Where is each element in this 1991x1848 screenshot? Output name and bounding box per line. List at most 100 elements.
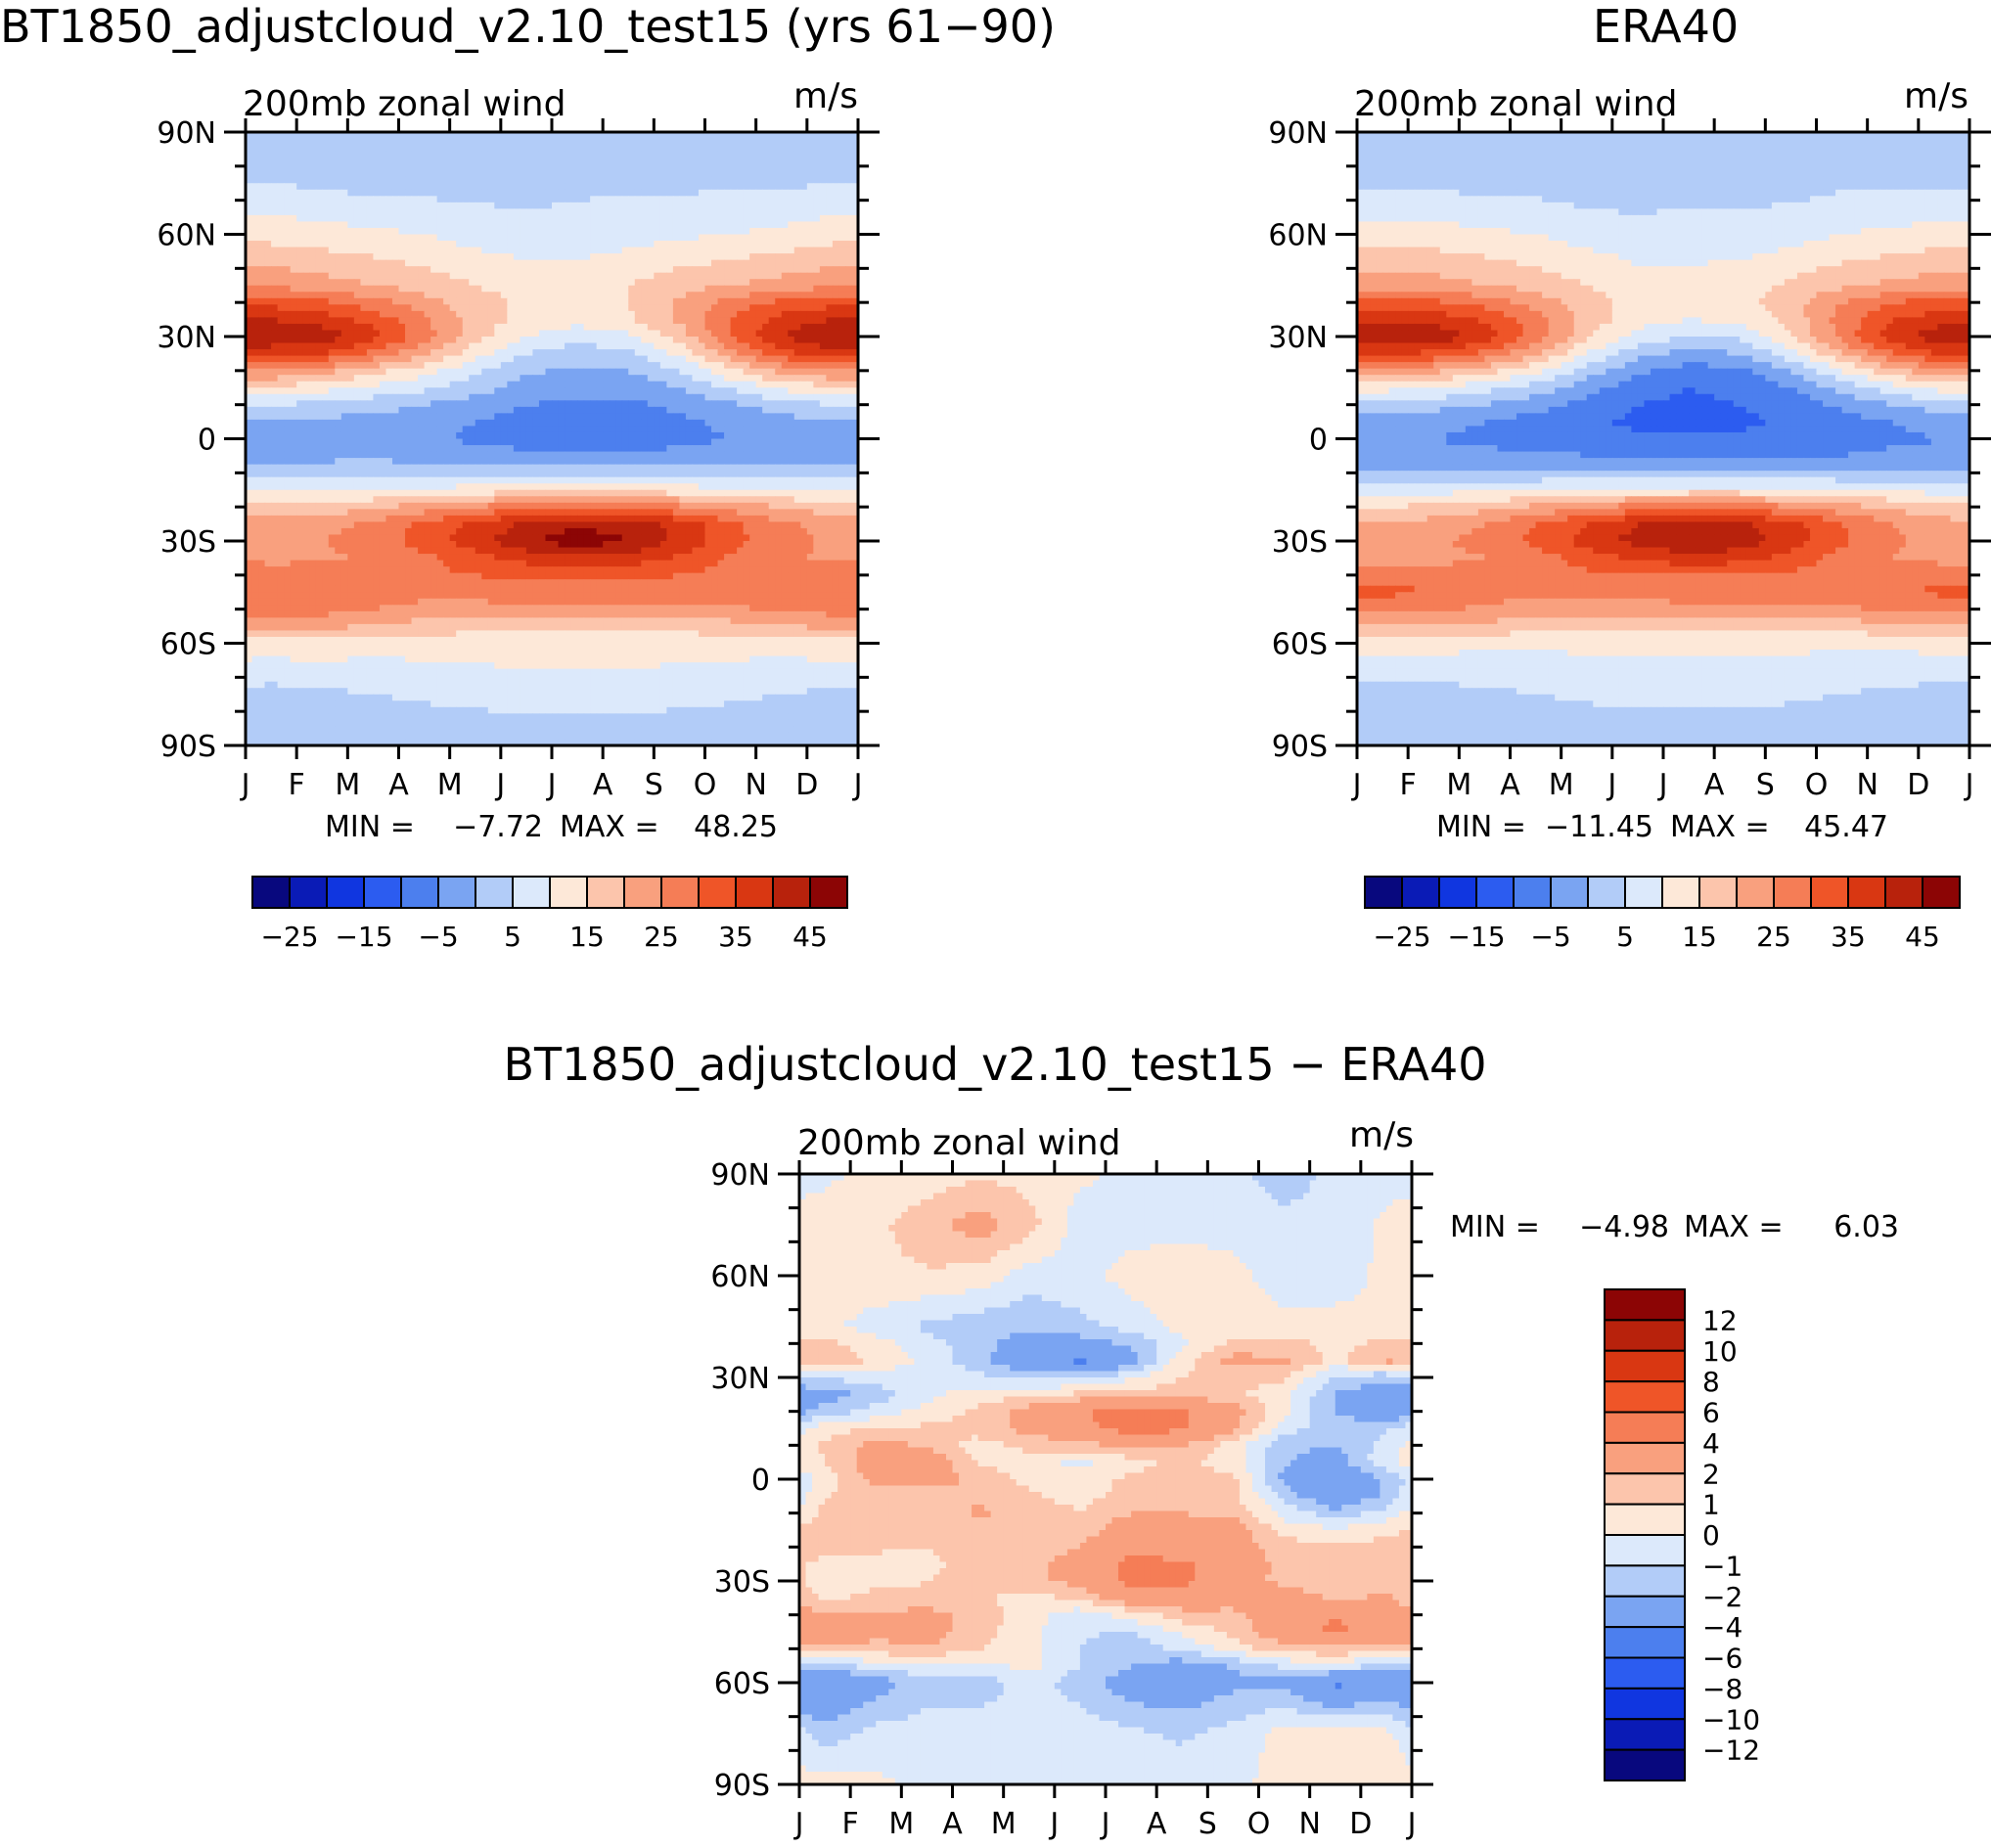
model-cell xyxy=(379,214,387,223)
model-cell xyxy=(513,253,520,261)
model-cell xyxy=(762,292,770,299)
model-cell xyxy=(347,406,355,414)
model-cell xyxy=(704,406,712,414)
model-cell xyxy=(525,413,534,421)
model-cell xyxy=(762,202,770,209)
model-cell xyxy=(621,310,629,319)
model-cell xyxy=(838,349,846,357)
model-cell xyxy=(666,158,674,165)
model-cell xyxy=(302,310,310,319)
model-cell xyxy=(347,451,355,459)
model-cell xyxy=(475,285,482,293)
model-cell xyxy=(462,310,470,319)
model-cell xyxy=(628,163,636,171)
model-cell xyxy=(647,151,655,158)
model-cell xyxy=(379,189,387,197)
model-cell xyxy=(347,438,355,446)
model-cell xyxy=(353,387,361,395)
model-cell xyxy=(762,355,770,363)
model-cell xyxy=(296,259,304,267)
model-cell xyxy=(704,438,712,446)
model-cell xyxy=(469,458,476,466)
model-cell xyxy=(672,241,681,248)
model-cell xyxy=(781,292,789,299)
model-cell xyxy=(347,214,355,223)
model-cell xyxy=(302,387,310,395)
model-cell xyxy=(851,176,859,184)
model-cell xyxy=(494,138,502,146)
model-cell xyxy=(781,419,789,428)
model-cell xyxy=(424,202,431,209)
model-cell xyxy=(251,438,259,446)
model-cell xyxy=(583,292,591,299)
model-cell xyxy=(373,349,381,357)
model-cell xyxy=(793,138,801,146)
model-cell xyxy=(481,208,489,216)
model-cell xyxy=(743,221,750,229)
model-units: m/s xyxy=(793,76,858,116)
model-cell xyxy=(558,387,566,395)
model-cell xyxy=(494,419,502,428)
model-cell xyxy=(290,381,297,388)
model-cell xyxy=(373,272,381,280)
model-cell xyxy=(436,145,444,153)
model-cell xyxy=(379,221,387,229)
model-cell xyxy=(424,375,431,383)
model-cell xyxy=(360,304,368,312)
model-cell xyxy=(806,438,814,446)
model-cell xyxy=(302,253,310,261)
model-cell xyxy=(615,445,623,453)
model-cell xyxy=(647,253,655,261)
model-cell xyxy=(449,297,457,305)
model-cell xyxy=(322,247,330,254)
model-cell xyxy=(469,189,476,197)
model-cell xyxy=(832,279,840,287)
model-cell xyxy=(328,381,336,388)
model-cell xyxy=(532,438,540,446)
model-cell xyxy=(609,145,616,153)
model-cell xyxy=(405,368,413,376)
model-cell xyxy=(500,266,508,274)
model-cell xyxy=(315,214,323,223)
model-cell xyxy=(469,183,476,191)
model-cell xyxy=(469,176,476,184)
model-cell xyxy=(634,227,642,236)
model-cell xyxy=(565,176,572,184)
model-cell xyxy=(366,406,375,414)
model-cell xyxy=(366,393,375,401)
model-cell xyxy=(251,419,259,428)
model-cell xyxy=(309,151,317,158)
model-cell xyxy=(424,400,431,408)
model-cell xyxy=(743,163,750,171)
model-cell xyxy=(315,266,323,274)
model-cell xyxy=(672,151,681,158)
model-cell xyxy=(462,413,470,421)
model-cell xyxy=(685,151,694,158)
model-cell xyxy=(813,214,821,223)
model-cell xyxy=(672,234,681,242)
model-cell xyxy=(730,310,738,319)
model-cell xyxy=(296,227,304,236)
model-cell xyxy=(411,253,419,261)
model-cell xyxy=(309,323,317,332)
model-cell xyxy=(724,253,732,261)
model-cell xyxy=(411,330,419,338)
model-cell xyxy=(500,438,508,446)
model-cell xyxy=(373,132,381,140)
model-cell xyxy=(424,189,431,197)
model-cell xyxy=(277,266,285,274)
model-cell xyxy=(398,170,406,178)
model-cell xyxy=(788,145,795,153)
model-cell xyxy=(315,337,323,344)
model-cell xyxy=(704,330,712,338)
model-cell xyxy=(641,259,649,267)
model-cell xyxy=(347,426,355,433)
model-cell xyxy=(749,419,757,428)
model-cell xyxy=(775,132,783,140)
model-cell xyxy=(659,387,667,395)
model-cell xyxy=(271,310,279,319)
model-cell xyxy=(844,279,853,287)
model-cell xyxy=(596,241,604,248)
model-cell xyxy=(552,221,560,229)
model-cell xyxy=(411,451,419,459)
